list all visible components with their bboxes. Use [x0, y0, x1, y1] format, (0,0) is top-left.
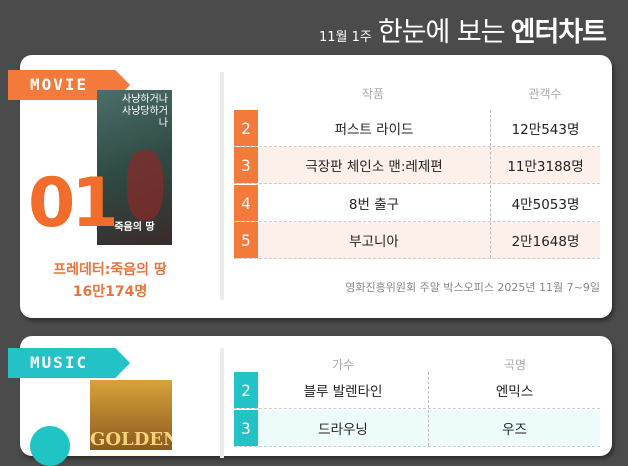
movie-poster: 사냥하거나 사냥당하거나 죽음의 땅: [97, 90, 172, 245]
table-row: 4 8번 출구 4만5053명: [234, 185, 600, 222]
rank-badge: 3: [234, 147, 258, 183]
top-movie-title: 프레데터:죽음의 땅: [53, 262, 167, 278]
cell-count: 12만543명: [490, 110, 600, 146]
poster-subtitle: 죽음의 땅: [114, 222, 155, 233]
cell-count: 4만5053명: [490, 185, 600, 221]
rank-badge: 2: [234, 110, 258, 146]
music-card: MUSIC GOLDEN 가수 곡명 2 블루 발렌타인 엔믹스 3 드라우닝 우즈: [8, 336, 612, 466]
cell-b: 우즈: [428, 410, 600, 446]
column-header-song: 곡명: [503, 358, 527, 372]
rank-1-badge: [30, 426, 70, 466]
source-note: 영화진흥위원회 주말 박스오피스 2025년 11월 7~9일: [345, 281, 600, 294]
cell-a: 블루 발렌타인: [303, 384, 383, 400]
column-header-title: 작품: [361, 87, 385, 101]
divider: [220, 348, 224, 458]
cell-title: 퍼스트 라이드: [334, 122, 414, 138]
top-movie-count: 16만174명: [72, 284, 148, 300]
column-header-count: 관객수: [528, 87, 562, 101]
column-header-artist: 가수: [331, 358, 355, 372]
cell-title: 부고니아: [349, 234, 399, 250]
divider: [220, 72, 224, 300]
music-poster: GOLDEN: [90, 380, 172, 450]
movie-card: MOVIE 사냥하거나 사냥당하거나 죽음의 땅 01 프레데터:죽음의 땅 1…: [8, 55, 612, 318]
table-row: 2 블루 발렌타인 엔믹스: [234, 372, 600, 409]
cell-count: 11만3188명: [490, 147, 600, 183]
page-title: 11월 1주 한눈에 보는 엔터차트: [318, 10, 607, 49]
table-row: 3 극장판 체인소 맨:레제편 11만3188명: [234, 147, 600, 184]
poster-tagline: 사냥하거나 사냥당하거나: [122, 94, 168, 129]
week-label: 11월 1주: [318, 30, 372, 45]
rank-badge: 4: [234, 185, 258, 221]
cell-a: 드라우닝: [318, 422, 368, 438]
poster-figure: [127, 150, 163, 220]
top-movie-caption: 프레데터:죽음의 땅 16만174명: [20, 259, 200, 303]
cell-count: 2만1648명: [490, 222, 600, 258]
poster-title: GOLDEN: [90, 429, 172, 450]
rank-badge: 5: [234, 222, 258, 258]
music-label: MUSIC: [8, 348, 130, 378]
table-row: 3 드라우닝 우즈: [234, 410, 600, 447]
rank-badge: 2: [234, 372, 258, 408]
rank-1-number: 01: [28, 164, 119, 243]
cell-b: 엔믹스: [428, 372, 600, 408]
title-bold: 엔터차트: [510, 17, 607, 48]
title-light: 한눈에 보는: [377, 17, 506, 48]
table-row: 5 부고니아 2만1648명: [234, 222, 600, 259]
cell-title: 극장판 체인소 맨:레제편: [305, 159, 443, 175]
rank-badge: 3: [234, 410, 258, 446]
table-row: 2 퍼스트 라이드 12만543명: [234, 110, 600, 147]
movie-label: MOVIE: [8, 70, 130, 100]
cell-title: 8번 출구: [348, 197, 400, 213]
